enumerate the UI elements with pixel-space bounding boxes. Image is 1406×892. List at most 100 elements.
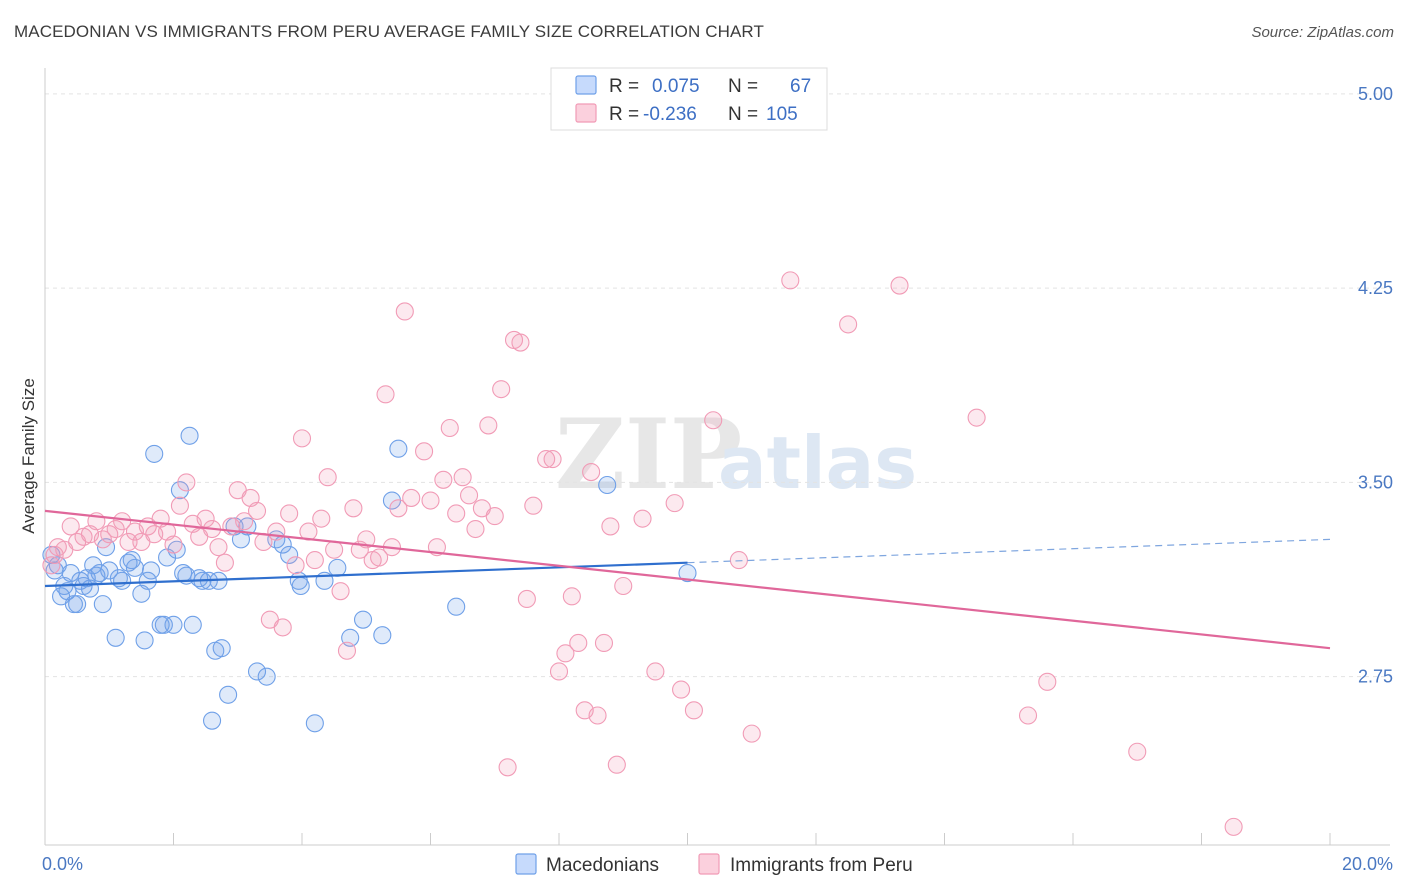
peru-point-73 xyxy=(511,333,530,352)
peru-point-45 xyxy=(325,540,344,559)
macedonians-point-55 xyxy=(280,545,299,564)
peru-point-13 xyxy=(119,532,138,552)
chart-title: MACEDONIAN VS IMMIGRANTS FROM PERU AVERA… xyxy=(14,22,764,41)
peru-point-39 xyxy=(286,556,305,575)
macedonians-point-67 xyxy=(598,475,617,495)
bottom-legend-peru: Immigrants from Peru xyxy=(730,855,913,876)
peru-point-97 xyxy=(839,315,858,334)
y-tick-label-2: 4.25 xyxy=(1358,278,1393,298)
legend-n-label-1: N = xyxy=(728,104,758,125)
macedonians-point-28 xyxy=(141,561,161,580)
macedonians-trend-extension xyxy=(687,538,1331,564)
peru-points xyxy=(42,271,1243,836)
macedonians-point-8 xyxy=(68,595,87,614)
macedonians-point-16 xyxy=(93,595,112,614)
peru-point-31 xyxy=(235,512,254,531)
macedonians-point-29 xyxy=(145,444,164,463)
peru-point-12 xyxy=(113,512,132,531)
peru-point-93 xyxy=(704,411,723,430)
legend-n-value-1: 105 xyxy=(766,104,798,125)
peru-point-76 xyxy=(537,450,556,469)
peru-point-69 xyxy=(485,507,504,526)
peru-point-101 xyxy=(1038,672,1057,691)
peru-point-80 xyxy=(569,633,588,653)
bottom-legend-macedonians: Macedonians xyxy=(546,855,659,876)
tick-labels: 2.75 3.50 4.25 5.00 0.0% 20.0% xyxy=(42,84,1393,874)
y-axis-label: Average Family Size xyxy=(19,378,38,534)
peru-point-33 xyxy=(247,501,267,520)
macedonians-point-46 xyxy=(212,639,231,658)
peru-point-79 xyxy=(562,587,581,606)
legend-r-value-0: 0.075 xyxy=(652,76,700,97)
peru-point-43 xyxy=(312,509,331,528)
peru-point-50 xyxy=(357,530,376,549)
macedonians-point-47 xyxy=(219,685,238,704)
macedonians-point-19 xyxy=(106,628,125,647)
trend-lines xyxy=(44,509,1331,650)
macedonians-point-33 xyxy=(164,615,183,634)
peru-point-96 xyxy=(781,271,800,290)
macedonians-point-27 xyxy=(138,571,157,590)
macedonians-point-68 xyxy=(678,563,697,583)
macedonians-point-26 xyxy=(135,631,154,650)
peru-point-71 xyxy=(498,758,517,777)
macedonians-point-43 xyxy=(203,711,222,730)
peru-point-78 xyxy=(556,644,575,663)
macedonians-point-60 xyxy=(328,558,347,577)
legend-box xyxy=(550,67,828,131)
peru-point-66 xyxy=(466,519,485,539)
legend-n-value-0: 67 xyxy=(790,76,811,97)
peru-point-84 xyxy=(594,633,614,653)
peru-point-88 xyxy=(633,509,652,528)
y-tick-label-3: 5.00 xyxy=(1358,84,1393,104)
peru-point-92 xyxy=(684,701,703,720)
peru-point-64 xyxy=(453,468,472,487)
peru-point-59 xyxy=(421,491,440,510)
axes xyxy=(44,68,1390,846)
peru-point-38 xyxy=(280,504,299,523)
peru-point-91 xyxy=(672,680,691,699)
macedonians-point-18 xyxy=(100,561,119,580)
peru-point-37 xyxy=(273,618,292,637)
legend-r-value-1: -0.236 xyxy=(643,104,697,125)
macedonians-point-52 xyxy=(257,667,276,686)
peru-point-56 xyxy=(395,302,414,321)
macedonians-point-39 xyxy=(183,615,202,634)
peru-point-53 xyxy=(376,385,395,404)
macedonians-point-57 xyxy=(291,576,310,596)
legend-r-label-0: R = xyxy=(609,76,639,97)
series-legend: Macedonians Immigrants from Peru xyxy=(515,853,913,876)
watermark-atlas: atlas xyxy=(718,421,917,505)
peru-point-4 xyxy=(61,517,80,536)
y-tick-label-1: 3.50 xyxy=(1358,472,1393,492)
peru-point-87 xyxy=(614,576,633,596)
peru-point-40 xyxy=(292,429,312,448)
macedonians-point-34 xyxy=(167,540,186,559)
peru-point-20 xyxy=(164,535,183,554)
peru-point-28 xyxy=(215,553,234,572)
macedonians-point-38 xyxy=(180,426,199,445)
legend-n-label-0: N = xyxy=(728,76,758,97)
peru-point-83 xyxy=(588,706,607,725)
correlation-legend: R = 0.075 N = 67 R = -0.236 N = 105 xyxy=(550,67,828,131)
legend-r-label-1: R = xyxy=(609,104,639,125)
peru-point-70 xyxy=(492,380,511,399)
peru-point-36 xyxy=(267,522,286,541)
peru-point-103 xyxy=(1224,817,1243,836)
macedonians-point-24 xyxy=(125,558,144,577)
peru-point-74 xyxy=(517,589,536,609)
peru-point-61 xyxy=(434,470,453,489)
legend-swatch-peru xyxy=(575,103,597,123)
peru-trend-line xyxy=(44,509,1331,650)
peru-point-57 xyxy=(402,488,421,507)
macedonians-point-51 xyxy=(247,662,267,681)
macedonians-point-62 xyxy=(353,610,373,629)
grid-lines xyxy=(45,93,1390,678)
peru-point-0 xyxy=(42,556,61,575)
source-credit: Source: ZipAtlas.com xyxy=(1251,24,1394,41)
macedonians-points xyxy=(42,426,697,733)
macedonians-point-63 xyxy=(373,626,392,645)
peru-point-100 xyxy=(1018,706,1038,725)
peru-point-102 xyxy=(1128,742,1147,761)
peru-point-48 xyxy=(344,499,363,518)
